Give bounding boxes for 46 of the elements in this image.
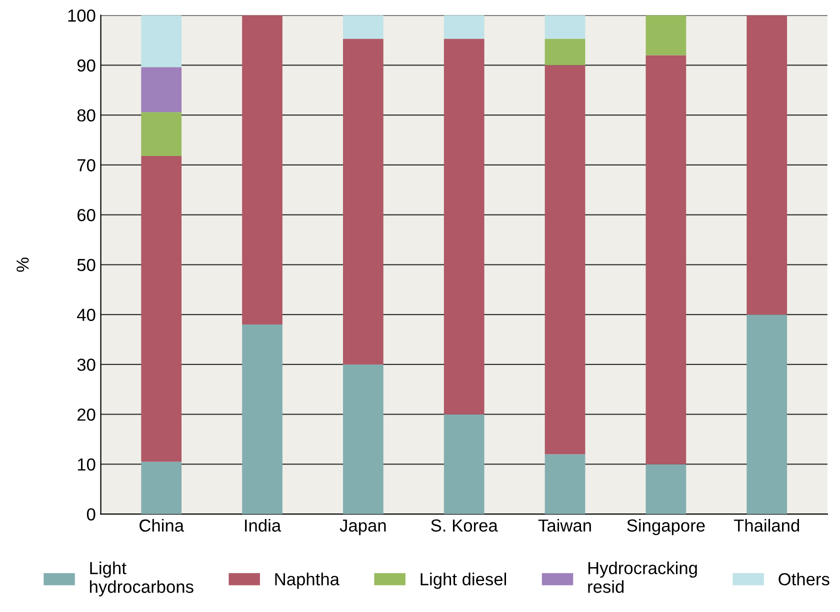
bar (444, 38, 484, 414)
y-tick-label: 70 (78, 159, 96, 172)
bar (343, 15, 384, 39)
y-tick-label: 10 (78, 458, 96, 471)
legend-label: Naphtha (275, 572, 340, 589)
y-tick-label: 50 (77, 258, 96, 272)
legend-label: Hydrocracking resid (588, 561, 697, 593)
legend-label: Light hydrocarbons (90, 561, 194, 596)
bar (343, 364, 384, 514)
bar (646, 15, 686, 56)
bar (746, 314, 788, 514)
y-axis-title: % (16, 258, 29, 272)
bar (242, 15, 282, 325)
y-tick-label: 100 (68, 9, 96, 22)
bar (544, 15, 586, 39)
bar (343, 38, 384, 364)
bar (646, 55, 686, 464)
bar (141, 15, 182, 68)
bar (242, 324, 282, 514)
y-tick-label: 60 (78, 208, 96, 222)
y-tick-label: 40 (77, 308, 96, 322)
x-tick-label: China (140, 518, 184, 532)
x-tick-label: S. Korea (431, 519, 498, 532)
y-tick-label: 80 (77, 109, 96, 122)
x-tick-label: Taiwan (538, 518, 591, 532)
bar (544, 38, 586, 66)
x-tick-label: Japan (340, 520, 386, 536)
bar (141, 67, 182, 112)
legend-label: Others (778, 572, 830, 586)
bar (544, 65, 586, 454)
bar (444, 414, 484, 514)
bar (444, 15, 484, 39)
bar (141, 112, 182, 156)
y-tick-label: 20 (78, 408, 96, 421)
x-tick-label: Singapore (627, 518, 705, 536)
y-tick-label: 0 (86, 508, 96, 521)
bar (141, 462, 182, 514)
x-tick-label: Thailand (734, 518, 800, 532)
bar (646, 464, 686, 514)
y-tick-label: 90 (77, 59, 96, 72)
bar (141, 156, 182, 462)
bar (544, 454, 586, 514)
y-tick-label: 30 (77, 358, 96, 371)
x-tick-label: India (245, 518, 282, 532)
legend-label: Light diesel (420, 572, 506, 589)
bar (746, 15, 788, 315)
